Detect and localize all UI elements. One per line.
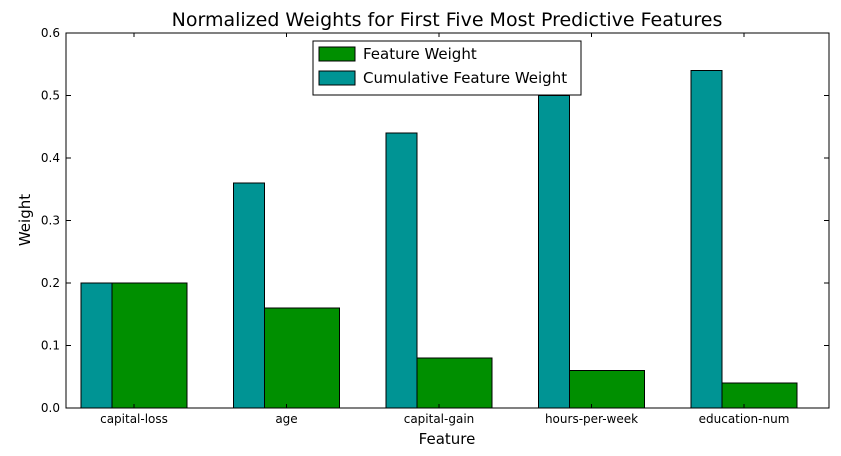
plot-frame xyxy=(65,32,830,409)
legend-label-feature-weight: Feature Weight xyxy=(363,45,477,63)
bar-feature-capital-gain xyxy=(416,357,493,409)
bar-cumulative-hours-per-week xyxy=(538,95,570,409)
x-axis-label: Feature xyxy=(419,430,476,448)
y-axis-label: Weight xyxy=(16,194,34,246)
legend-swatch-cumulative-weight xyxy=(318,70,356,86)
x-tick-label-hours-per-week: hours-per-week xyxy=(545,412,638,426)
legend-label-cumulative-weight: Cumulative Feature Weight xyxy=(363,69,567,87)
x-tick-label-capital-loss: capital-loss xyxy=(100,412,168,426)
bar-feature-hours-per-week xyxy=(569,370,645,409)
bar-cumulative-age xyxy=(233,182,265,409)
legend-box xyxy=(312,40,582,96)
bar-feature-age xyxy=(264,307,340,409)
y-tick-label: 0.5 xyxy=(41,89,60,103)
bar-cumulative-education-num xyxy=(690,70,723,409)
bar-cumulative-capital-loss xyxy=(80,282,113,409)
x-tick-label-capital-gain: capital-gain xyxy=(404,412,475,426)
bars-layer xyxy=(80,70,798,409)
y-tick-label: 0.4 xyxy=(41,151,60,165)
ticks-layer: capital-loss age capital-gain hours-per-wee… xyxy=(41,26,829,426)
bar-feature-education-num xyxy=(721,382,798,409)
bar-feature-capital-loss xyxy=(111,282,188,409)
chart-title: Normalized Weights for First Five Most P… xyxy=(172,9,723,31)
legend-swatch-feature-weight xyxy=(318,46,356,62)
legend: Feature Weight Cumulative Feature Weight xyxy=(312,40,582,96)
y-tick-label: 0.6 xyxy=(41,26,60,40)
bar-cumulative-capital-gain xyxy=(385,132,418,409)
y-tick-label: 0.0 xyxy=(41,401,60,415)
y-tick-label: 0.1 xyxy=(41,339,60,353)
y-tick-label: 0.2 xyxy=(41,276,60,290)
x-tick-label-education-num: education-num xyxy=(699,412,790,426)
y-tick-label: 0.3 xyxy=(41,214,60,228)
x-tick-label-age: age xyxy=(275,412,297,426)
